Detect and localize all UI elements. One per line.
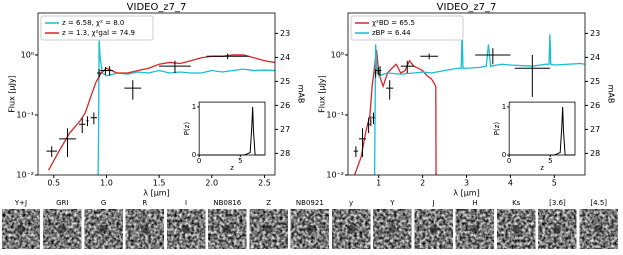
stamp-label: NB0816 bbox=[213, 199, 241, 207]
inset-frame bbox=[198, 101, 266, 156]
stamp-label: J bbox=[432, 199, 435, 207]
inset-x-tick-label: 5 bbox=[238, 157, 242, 165]
stamp-source bbox=[140, 225, 149, 233]
x-tick-label: 4 bbox=[508, 179, 513, 188]
plot-area bbox=[46, 39, 275, 175]
inset-x-label: z bbox=[540, 164, 544, 172]
y-tick-label: 10⁻¹ bbox=[326, 110, 344, 119]
y-tick-label: 10⁻¹ bbox=[16, 110, 34, 119]
x-tick-label: 5 bbox=[552, 179, 557, 188]
inset-y-tick-label: 0 bbox=[502, 151, 506, 159]
y2-axis-label: mAB bbox=[297, 85, 306, 104]
axes-frame bbox=[37, 12, 276, 176]
y-tick-label: 10⁻² bbox=[326, 171, 344, 180]
inset-y-tick-label: 0 bbox=[192, 151, 196, 159]
stamp-label: y bbox=[349, 199, 353, 207]
x-tick-label: 2.5 bbox=[258, 179, 271, 188]
y2-tick-label: 26 bbox=[280, 101, 290, 110]
y2-tick-label: 23 bbox=[280, 29, 290, 38]
inset-x-tick-label: 0 bbox=[507, 157, 511, 165]
stamp-label: Y bbox=[389, 199, 395, 207]
stamp-source bbox=[264, 225, 273, 233]
legend-box bbox=[40, 15, 154, 41]
stamp-label: Y+J bbox=[14, 199, 27, 207]
y-axis-label: Flux [μJy] bbox=[318, 75, 327, 113]
y2-tick-label: 27 bbox=[590, 125, 600, 134]
y2-tick-label: 27 bbox=[280, 125, 290, 134]
plot-area bbox=[353, 31, 585, 175]
stamp-source bbox=[223, 225, 232, 233]
y2-tick-label: 25 bbox=[590, 77, 600, 86]
x-tick-label: 0.5 bbox=[47, 179, 60, 188]
inset-y-label: P(z) bbox=[183, 122, 191, 136]
legend-label: χ²BD = 65.5 bbox=[372, 19, 415, 27]
stamp-source bbox=[347, 225, 356, 233]
pz-line bbox=[509, 106, 575, 156]
x-tick-label: 1 bbox=[376, 179, 381, 188]
stamp-source bbox=[305, 225, 314, 233]
stamp-label: Ks bbox=[512, 199, 521, 207]
x-tick-label: 1.0 bbox=[100, 179, 113, 188]
inset-y-tick-label: 1 bbox=[502, 103, 506, 111]
pz-line bbox=[199, 106, 265, 156]
legend-box bbox=[350, 15, 464, 41]
inset-x-label: z bbox=[230, 164, 234, 172]
stamp-label: R bbox=[142, 199, 147, 207]
stamp-label: H bbox=[472, 199, 477, 207]
inset-frame bbox=[508, 101, 576, 156]
y2-tick-label: 24 bbox=[590, 53, 600, 62]
stamp-source bbox=[17, 225, 25, 233]
stamp-source bbox=[594, 225, 603, 233]
stamp-source bbox=[512, 225, 521, 233]
chart-title: VIDEO_z7_7 bbox=[437, 2, 497, 13]
chart-title: VIDEO_z7_7 bbox=[127, 2, 187, 13]
x-tick-label: 2 bbox=[420, 179, 425, 188]
stamp-label: NB0921 bbox=[296, 199, 324, 207]
stamp-source bbox=[99, 225, 108, 233]
inset-y-label: P(z) bbox=[493, 122, 501, 136]
legend-label: z = 6.58, χ² = 8.0 bbox=[62, 19, 124, 27]
sed-line bbox=[373, 31, 585, 175]
stamp-source bbox=[388, 225, 397, 233]
inset-y-tick-label: 1 bbox=[192, 103, 196, 111]
sed-line bbox=[353, 50, 437, 175]
stamp-label: I bbox=[185, 199, 187, 207]
y2-tick-label: 23 bbox=[590, 29, 600, 38]
stamp-source bbox=[470, 225, 479, 233]
y2-axis-label: mAB bbox=[607, 85, 616, 104]
y2-tick-label: 26 bbox=[590, 101, 600, 110]
sed-line bbox=[97, 39, 275, 175]
legend-label: zBP = 6.44 bbox=[372, 29, 411, 37]
stamp-source bbox=[182, 225, 191, 233]
inset-x-tick-label: 5 bbox=[548, 157, 552, 165]
x-axis-label: λ [μm] bbox=[143, 189, 169, 198]
stamp-label: Z bbox=[266, 199, 271, 207]
stamp-label: [4.5] bbox=[590, 199, 607, 207]
y-tick-label: 10⁰ bbox=[21, 50, 34, 59]
x-tick-label: 1.5 bbox=[153, 179, 166, 188]
x-tick-label: 3 bbox=[464, 179, 469, 188]
y-tick-label: 10⁰ bbox=[331, 50, 344, 59]
stamp-label: GRI bbox=[56, 199, 68, 207]
y-tick-label: 10⁻² bbox=[16, 171, 34, 180]
y2-tick-label: 28 bbox=[590, 149, 600, 158]
stamp-source bbox=[553, 225, 562, 233]
legend-label: z = 1.3, χ²gal = 74.9 bbox=[62, 29, 135, 37]
x-tick-label: 2.0 bbox=[205, 179, 218, 188]
axes-frame bbox=[347, 12, 586, 176]
y2-tick-label: 25 bbox=[280, 77, 290, 86]
y2-tick-label: 28 bbox=[280, 149, 290, 158]
y2-tick-label: 24 bbox=[280, 53, 290, 62]
y-axis-label: Flux [μJy] bbox=[8, 75, 17, 113]
stamp-label: [3.6] bbox=[549, 199, 566, 207]
stamp-label: G bbox=[101, 199, 106, 207]
sed-line bbox=[47, 54, 275, 171]
inset-x-tick-label: 0 bbox=[197, 157, 201, 165]
x-axis-label: λ [μm] bbox=[453, 189, 479, 198]
stamp-source bbox=[429, 225, 438, 233]
stamp-source bbox=[58, 225, 67, 233]
